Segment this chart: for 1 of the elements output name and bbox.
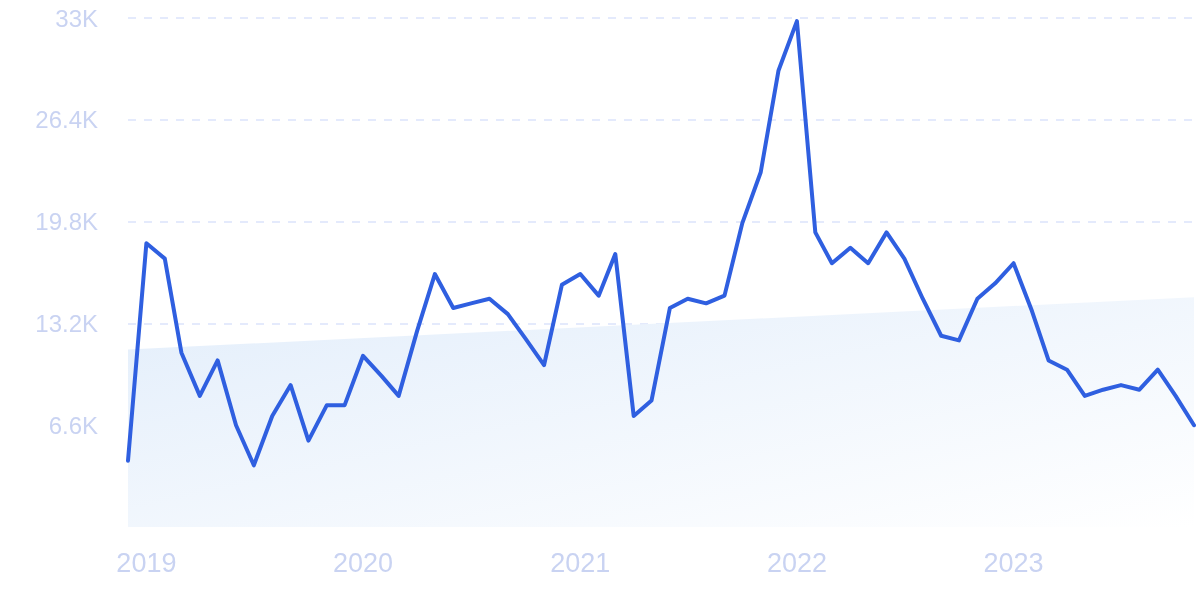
line-series <box>126 19 1196 468</box>
